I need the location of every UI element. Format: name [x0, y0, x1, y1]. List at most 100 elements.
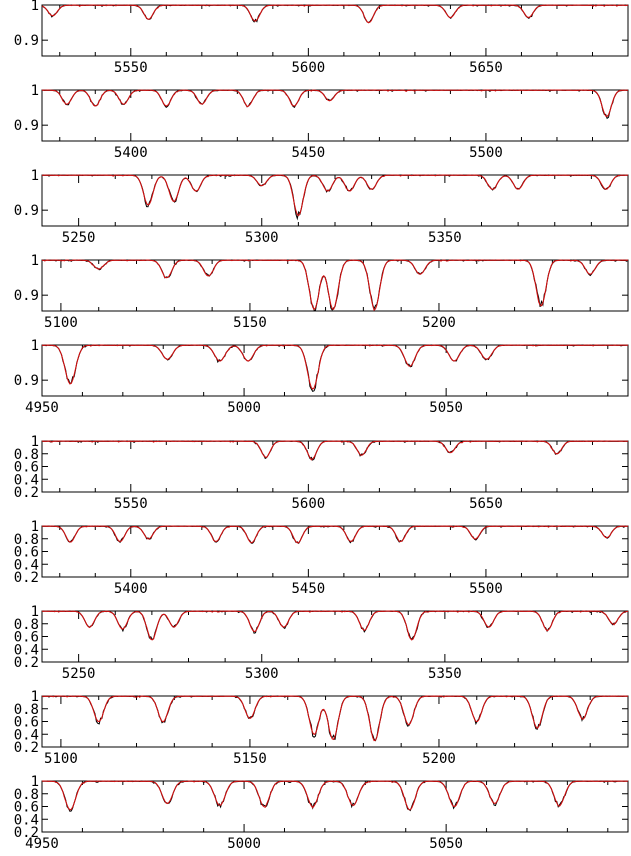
panel-1: 5550 5600 5650 0.9 1 — [14, 0, 629, 76]
panel-5: 4950 5000 5050 0.9 1 — [14, 338, 629, 416]
x-tick-label: 5050 — [429, 400, 463, 416]
y-tick-label: 1 — [31, 434, 39, 450]
observed-spectrum-line — [41, 4, 629, 24]
y-tick-label: 0.6 — [14, 715, 39, 731]
panel-2: 5400 5450 5500 0.9 1 — [14, 83, 629, 161]
x-tick-label: 5650 — [469, 496, 503, 512]
y-tick-label: 0.4 — [14, 557, 39, 573]
x-tick-label: 5600 — [292, 60, 326, 76]
y-tick-label: 0.8 — [14, 702, 39, 718]
y-tick-label: 1 — [31, 774, 39, 790]
observed-spectrum-line — [41, 780, 629, 812]
plot-frame — [41, 440, 629, 493]
plot-frame — [41, 610, 629, 663]
x-tick-label: 5400 — [114, 145, 148, 161]
x-tick-label: 4950 — [25, 836, 59, 852]
x-tick-label: 5350 — [428, 666, 462, 682]
y-tick-label: 0.4 — [14, 812, 39, 828]
x-tick-label: 5250 — [62, 230, 96, 246]
model-spectrum-line — [42, 259, 629, 312]
model-spectrum-line — [41, 4, 629, 24]
y-tick-label: 0.2 — [14, 570, 39, 586]
x-tick-label: 5150 — [233, 315, 267, 331]
y-tick-label: 0.6 — [14, 800, 39, 816]
y-tick-label: 0.4 — [14, 472, 39, 488]
y-tick-label: 0.9 — [14, 288, 39, 304]
x-tick-label: 5500 — [469, 145, 503, 161]
y-tick-label: 0.9 — [14, 33, 39, 49]
model-spectrum-line — [41, 174, 629, 217]
panel-6: 5550 5600 5650 0.20.40.60.81 — [14, 434, 629, 512]
y-tick-label: 1 — [31, 83, 39, 99]
panel-4: 5100 5150 5200 0.9 1 — [14, 253, 629, 331]
y-tick-label: 1 — [31, 338, 39, 354]
y-tick-label: 0.2 — [14, 825, 39, 841]
y-tick-label: 0.8 — [14, 787, 39, 803]
x-tick-label: 5500 — [469, 581, 503, 597]
x-tick-label: 5100 — [44, 751, 78, 767]
x-tick-label: 5400 — [114, 581, 148, 597]
plot-frame — [41, 259, 629, 312]
y-tick-label: 0.2 — [14, 740, 39, 756]
x-tick-label: 5600 — [292, 496, 326, 512]
panel-9: 5100 5150 5200 0.20.40.60.81 — [14, 689, 629, 767]
y-tick-label: 0.4 — [14, 642, 39, 658]
x-tick-label: 5450 — [292, 581, 326, 597]
model-spectrum-line — [41, 610, 629, 641]
model-spectrum-line — [41, 780, 629, 811]
y-tick-label: 0.8 — [14, 532, 39, 548]
x-tick-label: 5000 — [227, 400, 261, 416]
y-tick-label: 0.6 — [14, 630, 39, 646]
panel-3: 5250 5300 5350 0.9 1 — [14, 168, 629, 246]
x-tick-label: 5150 — [233, 751, 267, 767]
y-tick-label: 0.9 — [14, 118, 39, 134]
observed-spectrum-line — [41, 89, 629, 120]
model-spectrum-line — [42, 440, 629, 461]
x-tick-label: 5350 — [428, 230, 462, 246]
y-tick-label: 1 — [31, 604, 39, 620]
x-tick-label: 5000 — [227, 836, 261, 852]
plot-frame — [41, 780, 629, 833]
y-tick-label: 0.9 — [14, 203, 39, 219]
plot-frame — [41, 525, 629, 578]
y-tick-label: 1 — [31, 0, 39, 14]
observed-spectrum-line — [41, 610, 628, 641]
y-tick-label: 0.6 — [14, 460, 39, 476]
panel-8: 5250 5300 5350 0.20.40.60.81 — [14, 604, 629, 682]
plot-frame — [41, 4, 629, 57]
y-tick-label: 0.2 — [14, 485, 39, 501]
model-spectrum-line — [41, 695, 629, 742]
x-tick-label: 5200 — [422, 315, 456, 331]
x-tick-label: 5300 — [245, 230, 279, 246]
y-tick-label: 1 — [31, 168, 39, 184]
y-tick-label: 1 — [31, 253, 39, 269]
observed-spectrum-line — [41, 259, 629, 311]
x-tick-label: 5450 — [292, 145, 326, 161]
y-tick-label: 0.8 — [14, 617, 39, 633]
x-tick-label: 5100 — [44, 315, 78, 331]
x-tick-label: 5550 — [114, 60, 148, 76]
y-tick-label: 0.6 — [14, 545, 39, 561]
panel-7: 5400 5450 5500 0.20.40.60.81 — [14, 519, 629, 597]
model-spectrum-line — [41, 344, 628, 390]
observed-spectrum-line — [41, 525, 629, 545]
x-tick-label: 4950 — [25, 400, 59, 416]
y-tick-label: 1 — [31, 519, 39, 535]
x-tick-label: 5200 — [422, 751, 456, 767]
x-tick-label: 5650 — [469, 60, 503, 76]
y-tick-label: 1 — [31, 689, 39, 705]
y-tick-label: 0.8 — [14, 447, 39, 463]
observed-spectrum-line — [41, 174, 629, 221]
x-tick-label: 5300 — [245, 666, 279, 682]
observed-spectrum-line — [41, 344, 629, 393]
x-tick-label: 5550 — [114, 496, 148, 512]
x-tick-label: 5250 — [62, 666, 96, 682]
model-spectrum-line — [42, 525, 628, 544]
model-spectrum-line — [42, 89, 629, 118]
plot-frame — [41, 89, 629, 142]
plot-frame — [41, 174, 629, 227]
panel-10: 4950 5000 5050 0.20.40.60.81 — [14, 774, 629, 852]
y-tick-label: 0.2 — [14, 655, 39, 671]
y-tick-label: 0.4 — [14, 727, 39, 743]
